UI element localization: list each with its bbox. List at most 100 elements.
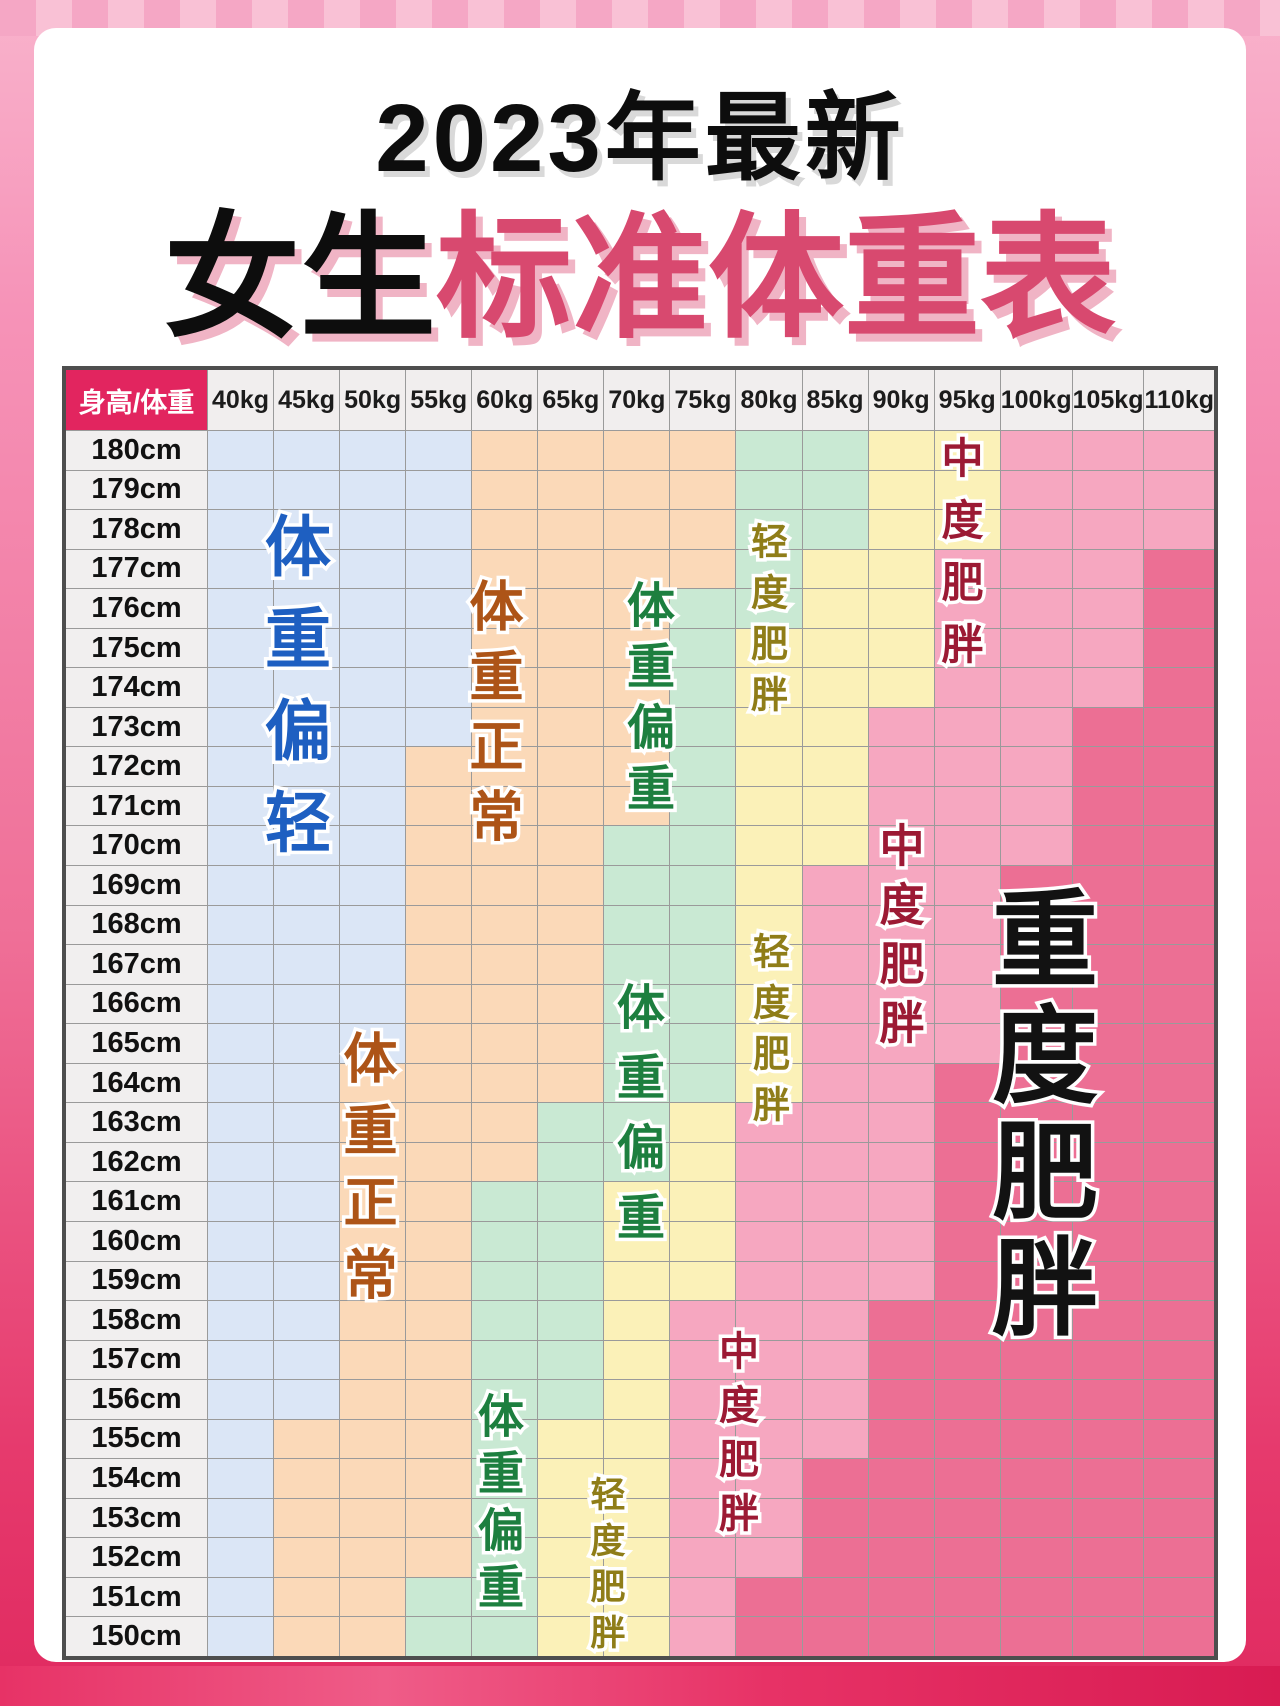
cell-151cm-65kg-mild — [538, 1577, 604, 1617]
height-label-174cm: 174cm — [66, 668, 207, 707]
cell-157cm-100kg-severe — [1000, 1340, 1072, 1380]
cell-161cm-50kg-normal — [340, 1182, 406, 1221]
cell-180cm-95kg-mild — [934, 431, 1000, 470]
cell-150cm-70kg-mild — [604, 1617, 670, 1656]
cell-178cm-110kg-moderate — [1144, 510, 1214, 549]
cell-170cm-40kg-under — [208, 826, 274, 866]
cell-160cm-70kg-mild — [604, 1221, 670, 1261]
cell-167cm-80kg-mild — [736, 945, 802, 984]
cell-160cm-80kg-moderate — [736, 1221, 802, 1261]
cell-178cm-105kg-moderate — [1072, 510, 1144, 549]
cell-173cm-75kg-over — [670, 707, 736, 747]
cell-152cm-50kg-normal — [340, 1538, 406, 1577]
cell-153cm-85kg-severe — [802, 1498, 868, 1538]
cell-175cm-95kg-moderate — [934, 628, 1000, 668]
cell-172cm-95kg-moderate — [934, 747, 1000, 786]
cell-173cm-105kg-severe — [1072, 707, 1144, 747]
cell-151cm-70kg-mild — [604, 1577, 670, 1617]
cell-154cm-85kg-severe — [802, 1459, 868, 1498]
cell-164cm-90kg-moderate — [868, 1063, 934, 1103]
cell-167cm-60kg-normal — [472, 945, 538, 984]
cell-164cm-80kg-mild — [736, 1063, 802, 1103]
weight-header-60kg: 60kg — [472, 370, 538, 430]
cell-174cm-80kg-mild — [736, 668, 802, 707]
cell-178cm-70kg-normal — [604, 510, 670, 549]
cell-176cm-50kg-under — [340, 589, 406, 628]
mild-obesity-label-3: 轻度肥胖 — [582, 1473, 628, 1664]
cell-151cm-55kg-over — [406, 1577, 472, 1617]
cell-170cm-65kg-normal — [538, 826, 604, 866]
cell-161cm-80kg-moderate — [736, 1182, 802, 1221]
overweight-label-2: 体重偏重 — [606, 979, 666, 1266]
cell-164cm-65kg-normal — [538, 1063, 604, 1103]
cell-168cm-45kg-under — [274, 905, 340, 945]
cell-171cm-95kg-moderate — [934, 786, 1000, 826]
cell-151cm-110kg-severe — [1144, 1577, 1214, 1617]
cell-166cm-50kg-under — [340, 984, 406, 1024]
cell-150cm-60kg-over — [472, 1617, 538, 1656]
cell-162cm-60kg-normal — [472, 1142, 538, 1182]
mild-obesity-label-1: 轻度肥胖 — [742, 519, 790, 730]
cell-163cm-50kg-normal — [340, 1103, 406, 1142]
cell-179cm-100kg-moderate — [1000, 470, 1072, 510]
cell-178cm-80kg-over — [736, 510, 802, 549]
cell-161cm-85kg-moderate — [802, 1182, 868, 1221]
cell-172cm-100kg-moderate — [1000, 747, 1072, 786]
cell-153cm-50kg-normal — [340, 1498, 406, 1538]
cell-153cm-75kg-moderate — [670, 1498, 736, 1538]
overweight-label-3: 体重偏重 — [469, 1389, 528, 1624]
cell-174cm-110kg-severe — [1144, 668, 1214, 707]
cell-150cm-90kg-severe — [868, 1617, 934, 1656]
cell-156cm-110kg-severe — [1144, 1380, 1214, 1419]
cell-173cm-70kg-normal — [604, 707, 670, 747]
cell-171cm-80kg-mild — [736, 786, 802, 826]
weight-header-110kg: 110kg — [1144, 370, 1214, 430]
cell-175cm-70kg-normal — [604, 628, 670, 668]
cell-162cm-80kg-moderate — [736, 1142, 802, 1182]
cell-157cm-55kg-normal — [406, 1340, 472, 1380]
cell-156cm-100kg-severe — [1000, 1380, 1072, 1419]
cell-169cm-50kg-under — [340, 866, 406, 905]
cell-166cm-95kg-moderate — [934, 984, 1000, 1024]
cell-175cm-65kg-normal — [538, 628, 604, 668]
height-label-175cm: 175cm — [66, 628, 207, 668]
height-label-171cm: 171cm — [66, 786, 207, 826]
cell-162cm-40kg-under — [208, 1142, 274, 1182]
height-label-155cm: 155cm — [66, 1419, 207, 1459]
cell-176cm-90kg-mild — [868, 589, 934, 628]
cell-178cm-55kg-under — [406, 510, 472, 549]
cell-167cm-90kg-moderate — [868, 945, 934, 984]
height-label-154cm: 154cm — [66, 1459, 207, 1498]
cell-171cm-40kg-under — [208, 786, 274, 826]
cell-152cm-60kg-over — [472, 1538, 538, 1577]
cell-165cm-105kg-severe — [1072, 1024, 1144, 1063]
cell-169cm-55kg-normal — [406, 866, 472, 905]
cell-164cm-110kg-severe — [1144, 1063, 1214, 1103]
cell-164cm-70kg-over — [604, 1063, 670, 1103]
cell-177cm-40kg-under — [208, 549, 274, 589]
cell-172cm-90kg-moderate — [868, 747, 934, 786]
cell-162cm-85kg-moderate — [802, 1142, 868, 1182]
cell-155cm-110kg-severe — [1144, 1419, 1214, 1459]
cell-165cm-50kg-under — [340, 1024, 406, 1063]
cell-162cm-45kg-under — [274, 1142, 340, 1182]
cell-162cm-70kg-over — [604, 1142, 670, 1182]
cell-169cm-95kg-moderate — [934, 866, 1000, 905]
height-label-173cm: 173cm — [66, 707, 207, 747]
cell-152cm-65kg-mild — [538, 1538, 604, 1577]
cell-151cm-50kg-normal — [340, 1577, 406, 1617]
cell-174cm-50kg-under — [340, 668, 406, 707]
cell-157cm-65kg-over — [538, 1340, 604, 1380]
cell-180cm-55kg-under — [406, 431, 472, 470]
cell-163cm-85kg-moderate — [802, 1103, 868, 1142]
cell-178cm-90kg-mild — [868, 510, 934, 549]
cell-170cm-75kg-over — [670, 826, 736, 866]
cell-171cm-75kg-over — [670, 786, 736, 826]
cell-170cm-55kg-normal — [406, 826, 472, 866]
cell-168cm-55kg-normal — [406, 905, 472, 945]
underweight-label: 体重偏轻 — [253, 509, 334, 884]
cell-151cm-80kg-severe — [736, 1577, 802, 1617]
cell-150cm-55kg-over — [406, 1617, 472, 1656]
cell-165cm-45kg-under — [274, 1024, 340, 1063]
cell-161cm-40kg-under — [208, 1182, 274, 1221]
